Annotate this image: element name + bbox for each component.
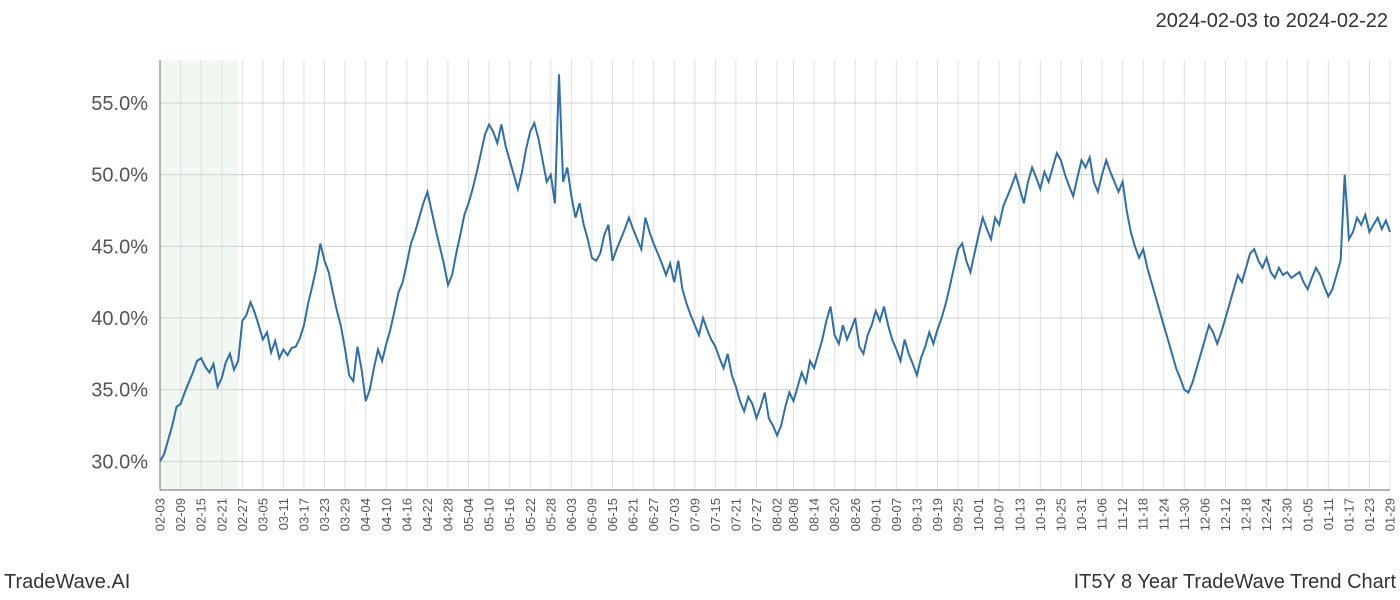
x-tick-label: 03-11 bbox=[276, 498, 291, 530]
x-tick-label: 02-15 bbox=[194, 498, 209, 531]
x-tick-label: 06-15 bbox=[605, 498, 620, 531]
footer-brand: TradeWave.AI bbox=[4, 571, 130, 594]
x-tick-label: 05-22 bbox=[523, 498, 538, 531]
x-tick-label: 03-23 bbox=[317, 498, 332, 531]
x-tick-label: 03-29 bbox=[338, 498, 353, 531]
y-tick-label: 50.0% bbox=[91, 165, 148, 187]
x-tick-label: 12-30 bbox=[1280, 498, 1295, 531]
x-tick-label: 11-24 bbox=[1156, 498, 1171, 530]
x-tick-label: 11-30 bbox=[1177, 498, 1192, 530]
chart-svg: 30.0% 35.0% 40.0% 45.0% 50.0% 55.0% 02-03 02-09… bbox=[0, 50, 1400, 540]
x-tick-label: 11-06 bbox=[1095, 498, 1110, 530]
x-tick-label: 06-09 bbox=[584, 498, 599, 531]
x-tick-label: 10-31 bbox=[1074, 498, 1089, 531]
x-tick-label: 10-25 bbox=[1053, 498, 1068, 531]
x-tick-label: 05-16 bbox=[502, 498, 517, 531]
x-tick-label: 12-24 bbox=[1259, 498, 1274, 531]
x-tick-label: 02-09 bbox=[173, 498, 188, 531]
x-tick-label: 12-06 bbox=[1197, 498, 1212, 531]
x-tick-label: 08-14 bbox=[807, 498, 822, 531]
x-tick-label: 09-07 bbox=[889, 498, 904, 531]
x-tick-label: 10-07 bbox=[992, 498, 1007, 531]
footer-title: IT5Y 8 Year TradeWave Trend Chart bbox=[1074, 571, 1396, 594]
x-tick-label: 07-03 bbox=[667, 498, 682, 531]
x-tick-label: 07-15 bbox=[708, 498, 723, 531]
x-tick-label: 09-19 bbox=[930, 498, 945, 531]
y-tick-label: 45.0% bbox=[91, 236, 148, 258]
x-tick-label: 05-28 bbox=[543, 498, 558, 531]
x-tick-label: 08-20 bbox=[827, 498, 842, 531]
x-tick-label: 08-08 bbox=[786, 498, 801, 531]
x-tick-label: 02-27 bbox=[235, 498, 250, 531]
x-tick-label: 04-22 bbox=[420, 498, 435, 531]
x-tick-label: 01-23 bbox=[1362, 498, 1377, 531]
x-tick-label: 03-17 bbox=[297, 498, 312, 531]
x-tick-label: 01-05 bbox=[1300, 498, 1315, 531]
x-tick-label: 02-03 bbox=[153, 498, 168, 531]
y-tick-label: 30.0% bbox=[91, 451, 148, 473]
x-tick-label: 12-12 bbox=[1218, 498, 1233, 531]
x-tick-label: 09-01 bbox=[868, 498, 883, 531]
series-line bbox=[160, 74, 1390, 461]
x-tick-label: 04-10 bbox=[379, 498, 394, 531]
y-tick-label: 40.0% bbox=[91, 308, 148, 330]
x-tick-label: 09-25 bbox=[951, 498, 966, 531]
x-tick-label: 04-04 bbox=[358, 498, 373, 531]
x-tick-label: 01-29 bbox=[1383, 498, 1398, 531]
x-tick-label: 08-02 bbox=[770, 498, 785, 531]
y-tick-label: 35.0% bbox=[91, 380, 148, 402]
x-tick-label: 12-18 bbox=[1239, 498, 1254, 531]
x-tick-label: 11-12 bbox=[1115, 498, 1130, 530]
x-tick-label: 07-21 bbox=[728, 498, 743, 531]
x-tick-label: 03-05 bbox=[255, 498, 270, 531]
x-tick-label: 07-27 bbox=[749, 498, 764, 531]
x-tick-label: 05-10 bbox=[482, 498, 497, 531]
x-tick-label: 01-17 bbox=[1341, 498, 1356, 531]
x-tick-label: 07-09 bbox=[687, 498, 702, 531]
trend-chart: 30.0% 35.0% 40.0% 45.0% 50.0% 55.0% 02-03 02-09… bbox=[0, 50, 1400, 540]
x-tick-label: 09-13 bbox=[909, 498, 924, 531]
x-tick-label: 10-01 bbox=[971, 498, 986, 531]
date-range-label: 2024-02-03 to 2024-02-22 bbox=[1156, 10, 1388, 33]
x-tick-label: 02-21 bbox=[214, 498, 229, 531]
x-tick-label: 05-04 bbox=[461, 498, 476, 531]
x-tick-label: 01-11 bbox=[1321, 498, 1336, 530]
x-tick-label: 04-16 bbox=[399, 498, 414, 531]
y-tick-label: 55.0% bbox=[91, 93, 148, 115]
x-tick-label: 10-19 bbox=[1033, 498, 1048, 531]
x-tick-label: 10-13 bbox=[1012, 498, 1027, 531]
x-tick-label: 06-03 bbox=[564, 498, 579, 531]
x-tick-label: 11-18 bbox=[1136, 498, 1151, 530]
x-tick-label: 06-27 bbox=[646, 498, 661, 531]
x-tick-label: 04-28 bbox=[441, 498, 456, 531]
x-tick-label: 08-26 bbox=[848, 498, 863, 531]
x-tick-label: 06-21 bbox=[626, 498, 641, 531]
